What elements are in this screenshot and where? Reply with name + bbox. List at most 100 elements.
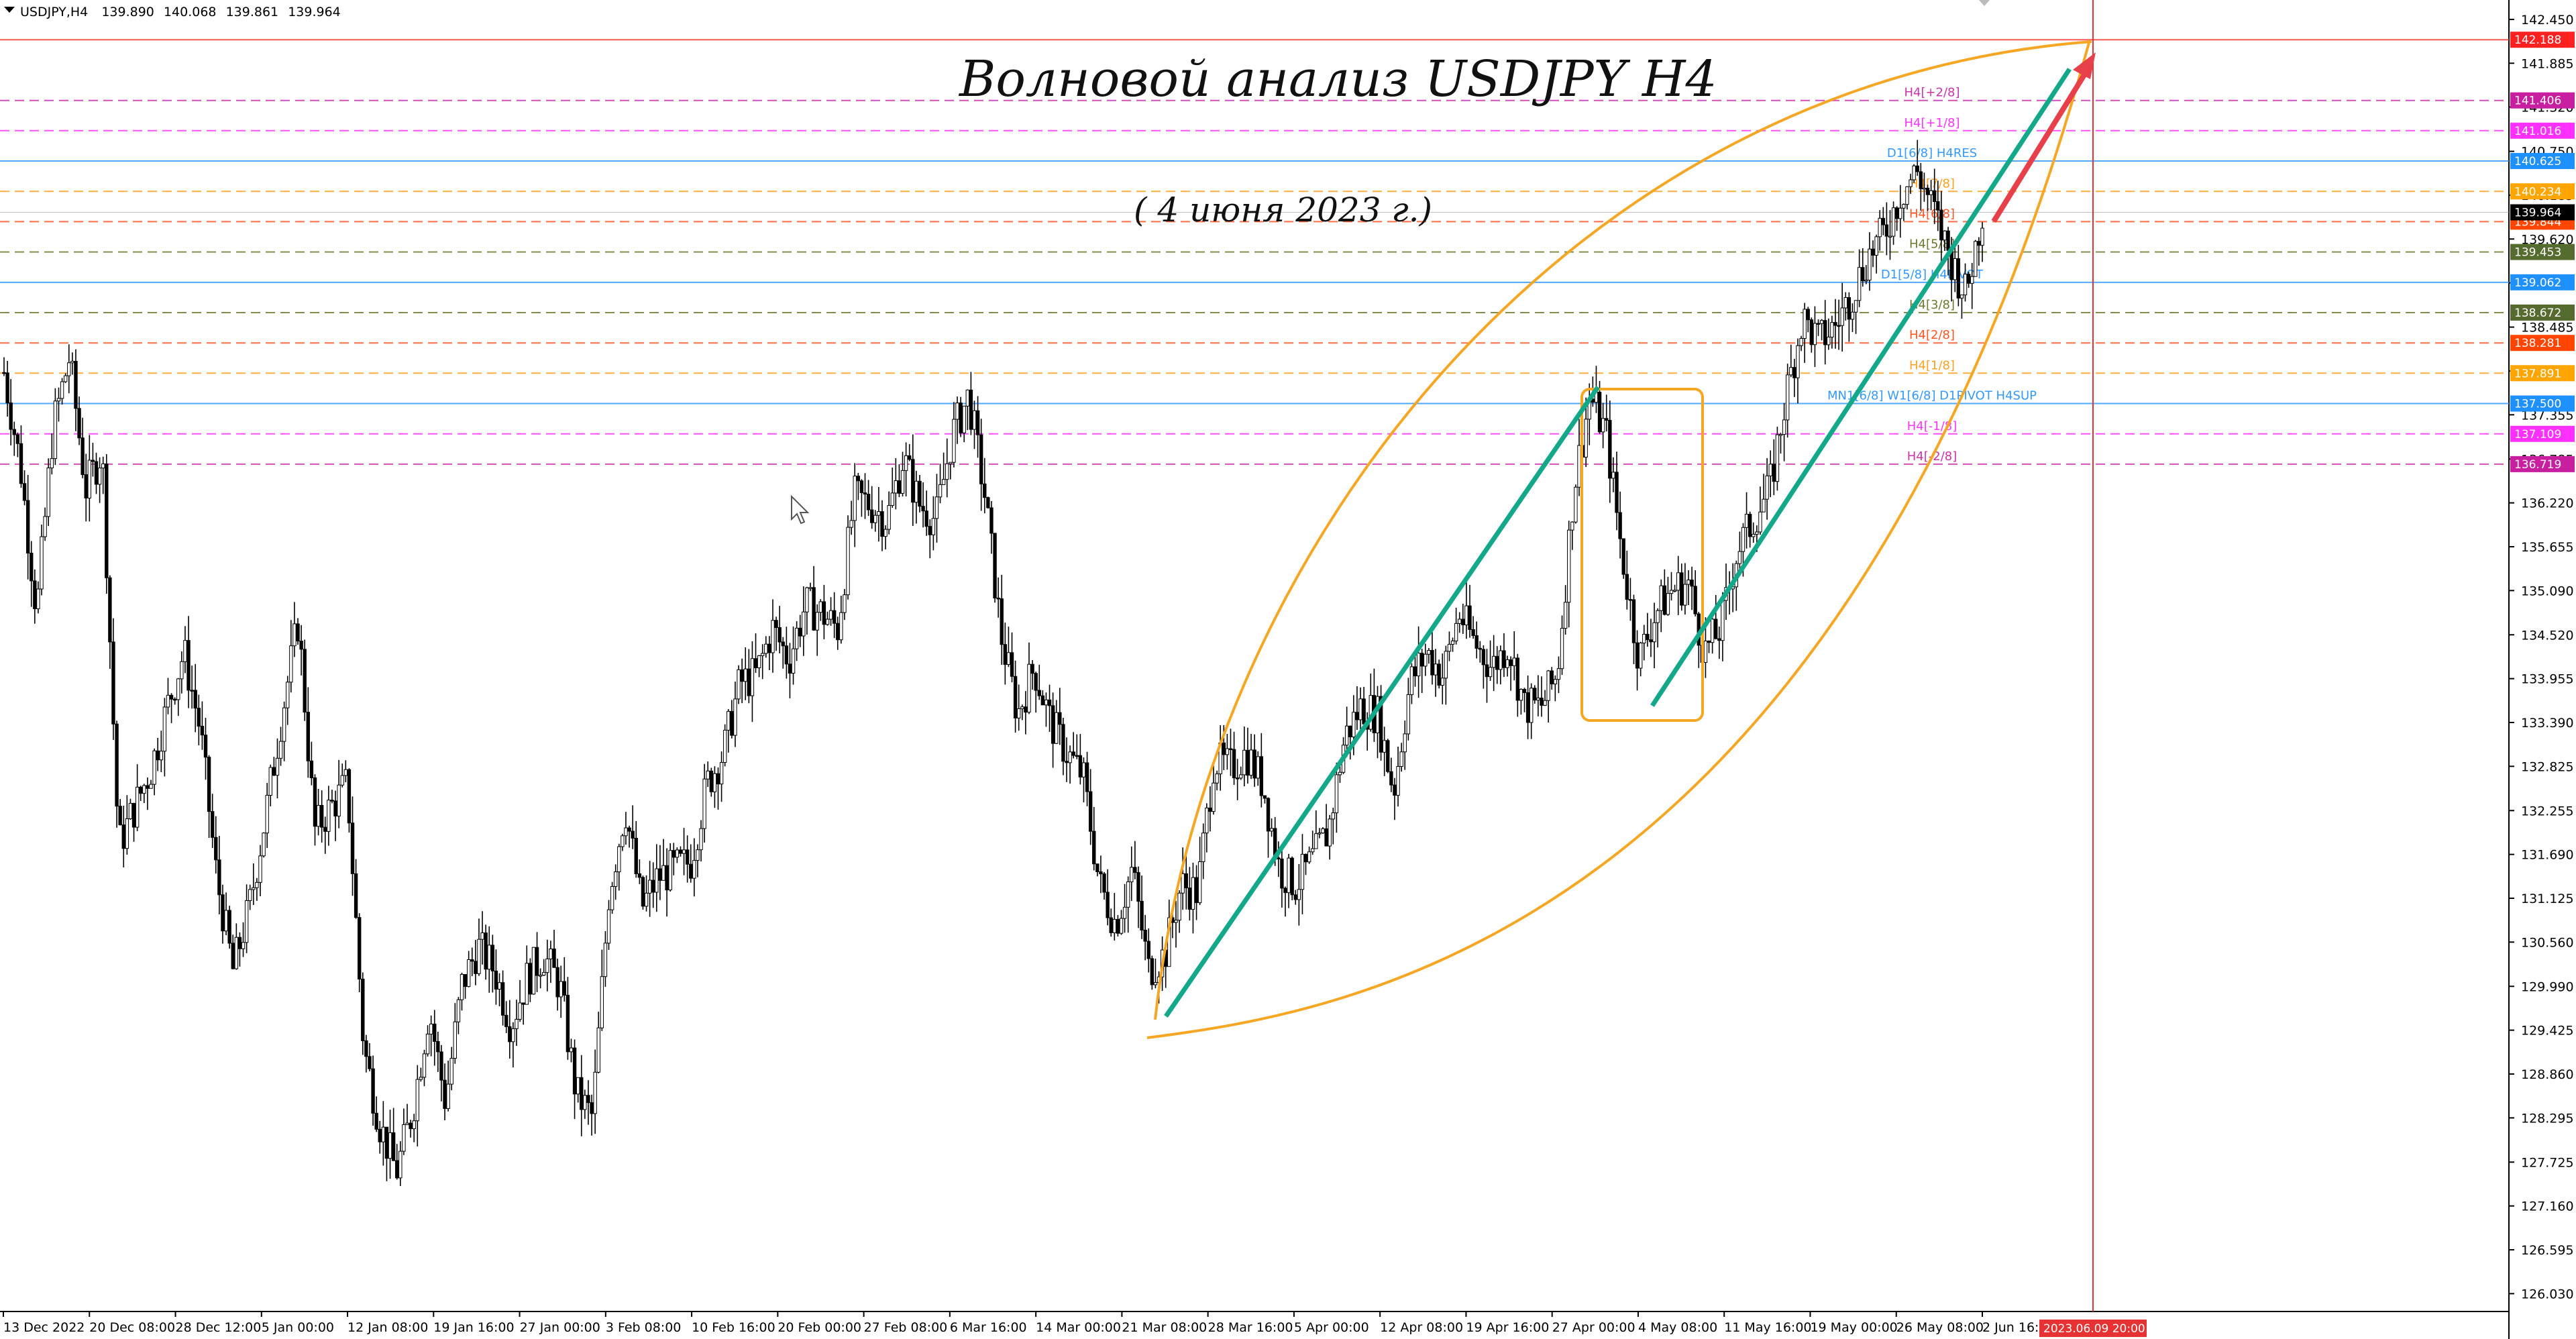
candle-body: [70, 360, 74, 364]
candle-body: [593, 1071, 597, 1114]
candle-body: [562, 981, 566, 996]
candle-body: [1194, 877, 1199, 904]
candle-body: [101, 464, 105, 469]
lower-arc: [1146, 40, 2091, 1039]
candle-body: [1293, 894, 1297, 900]
candle-body: [753, 658, 758, 668]
candle-body: [538, 975, 543, 977]
candle-body: [350, 822, 355, 874]
candle-body: [631, 831, 635, 839]
candle-body: [1458, 619, 1462, 624]
candle-body: [1550, 670, 1554, 685]
candle-body: [1488, 667, 1493, 678]
level-label: H4[6/8]: [1909, 207, 1955, 221]
candle-body: [131, 803, 136, 828]
level-tag-bg: [2510, 274, 2575, 290]
candle-body: [255, 881, 259, 888]
candle-body: [1427, 649, 1431, 655]
candle-body: [1006, 652, 1011, 665]
candle-body: [675, 849, 680, 858]
candle-body: [1543, 700, 1547, 706]
level-label: H4[1/8]: [1909, 358, 1955, 372]
candle-body: [716, 773, 720, 785]
time-tick-label: 6 Mar 16:00: [950, 1320, 1027, 1335]
candle-body: [1013, 676, 1018, 718]
candle-body: [12, 429, 16, 435]
symbol-low: 139.861: [226, 5, 279, 19]
candle-body: [1577, 445, 1581, 488]
candle-body: [931, 518, 936, 535]
candle-body: [1197, 861, 1202, 904]
candle-body: [1871, 248, 1875, 256]
candle-body: [904, 455, 908, 471]
candle-body: [1939, 209, 1943, 241]
candle-body: [1628, 599, 1633, 601]
chart-shift-marker-icon[interactable]: [1979, 0, 1990, 6]
candle-body: [566, 995, 570, 1053]
candle-body: [466, 959, 471, 987]
time-tick-label: 21 Mar 08:00: [1122, 1320, 1207, 1335]
highlight-time-bg: [2039, 1320, 2147, 1337]
time-tick-label: 2 Jun 16:00: [1982, 1320, 2055, 1335]
candle-body: [528, 963, 533, 995]
symbol-high: 140.068: [164, 5, 217, 19]
candle-body: [890, 492, 894, 506]
price-tick-label: 129.425: [2521, 1024, 2574, 1038]
level-price-tag: 141.406: [2514, 95, 2561, 108]
candle-body: [1966, 274, 1971, 284]
candle-body: [1368, 695, 1373, 730]
candle-body: [278, 741, 283, 759]
level-tag-bg: [2510, 304, 2575, 321]
level-price-tag: 140.625: [2514, 155, 2561, 168]
candle-body: [784, 645, 789, 665]
candle-body: [166, 694, 170, 708]
candle-body: [415, 1079, 419, 1122]
candle-body: [1775, 434, 1780, 482]
candle-body: [1468, 605, 1472, 630]
candle-body: [1977, 241, 1981, 246]
time-tick-label: 10 Feb 16:00: [692, 1320, 775, 1335]
candle-body: [1331, 812, 1335, 820]
candle-body: [606, 909, 611, 944]
candle-body: [40, 536, 44, 590]
candle-body: [1150, 958, 1155, 985]
candle-body: [306, 712, 311, 761]
candle-body: [1615, 472, 1619, 513]
candle-body: [105, 464, 109, 578]
candle-body: [2, 372, 6, 374]
candle-body: [808, 587, 812, 589]
candle-body: [1037, 690, 1041, 696]
highlight-time-label: 2023.06.09 20:00: [2043, 1322, 2145, 1336]
candle-body: [1040, 695, 1045, 706]
candle-body: [252, 887, 256, 890]
candle-body: [282, 707, 286, 742]
candle-body: [788, 663, 792, 674]
candle-body: [1803, 309, 1807, 339]
candle-body: [1837, 325, 1841, 327]
current-price-tag: 139.964: [2514, 207, 2561, 220]
candle-body: [156, 750, 160, 761]
level-tag-bg: [2510, 365, 2575, 382]
time-axis[interactable]: 13 Dec 2022 20 Dec 08:00 28 Dec 12:00 5 Jan…: [3, 1311, 2147, 1337]
time-tick-label: 12 Apr 08:00: [1380, 1320, 1463, 1335]
candle-body: [149, 784, 153, 789]
candle-body: [993, 533, 997, 598]
candle-body: [1854, 300, 1858, 313]
candle-body: [1840, 307, 1844, 326]
symbol-menu-icon[interactable]: [4, 7, 15, 13]
candle-body: [374, 1112, 378, 1130]
candle-body: [248, 889, 252, 902]
candle-body: [1099, 871, 1103, 875]
candle-body: [1898, 207, 1902, 219]
candle-body: [1843, 297, 1847, 309]
candle-body: [1662, 585, 1667, 615]
candle-body: [1440, 678, 1444, 686]
candle-body: [1075, 755, 1079, 757]
level-price-tag: 137.109: [2514, 428, 2561, 441]
candle-body: [1809, 319, 1814, 345]
candle-body: [1806, 309, 1810, 321]
price-tick-label: 136.220: [2521, 496, 2574, 511]
candle-body: [330, 800, 334, 802]
candle-body: [883, 529, 888, 537]
